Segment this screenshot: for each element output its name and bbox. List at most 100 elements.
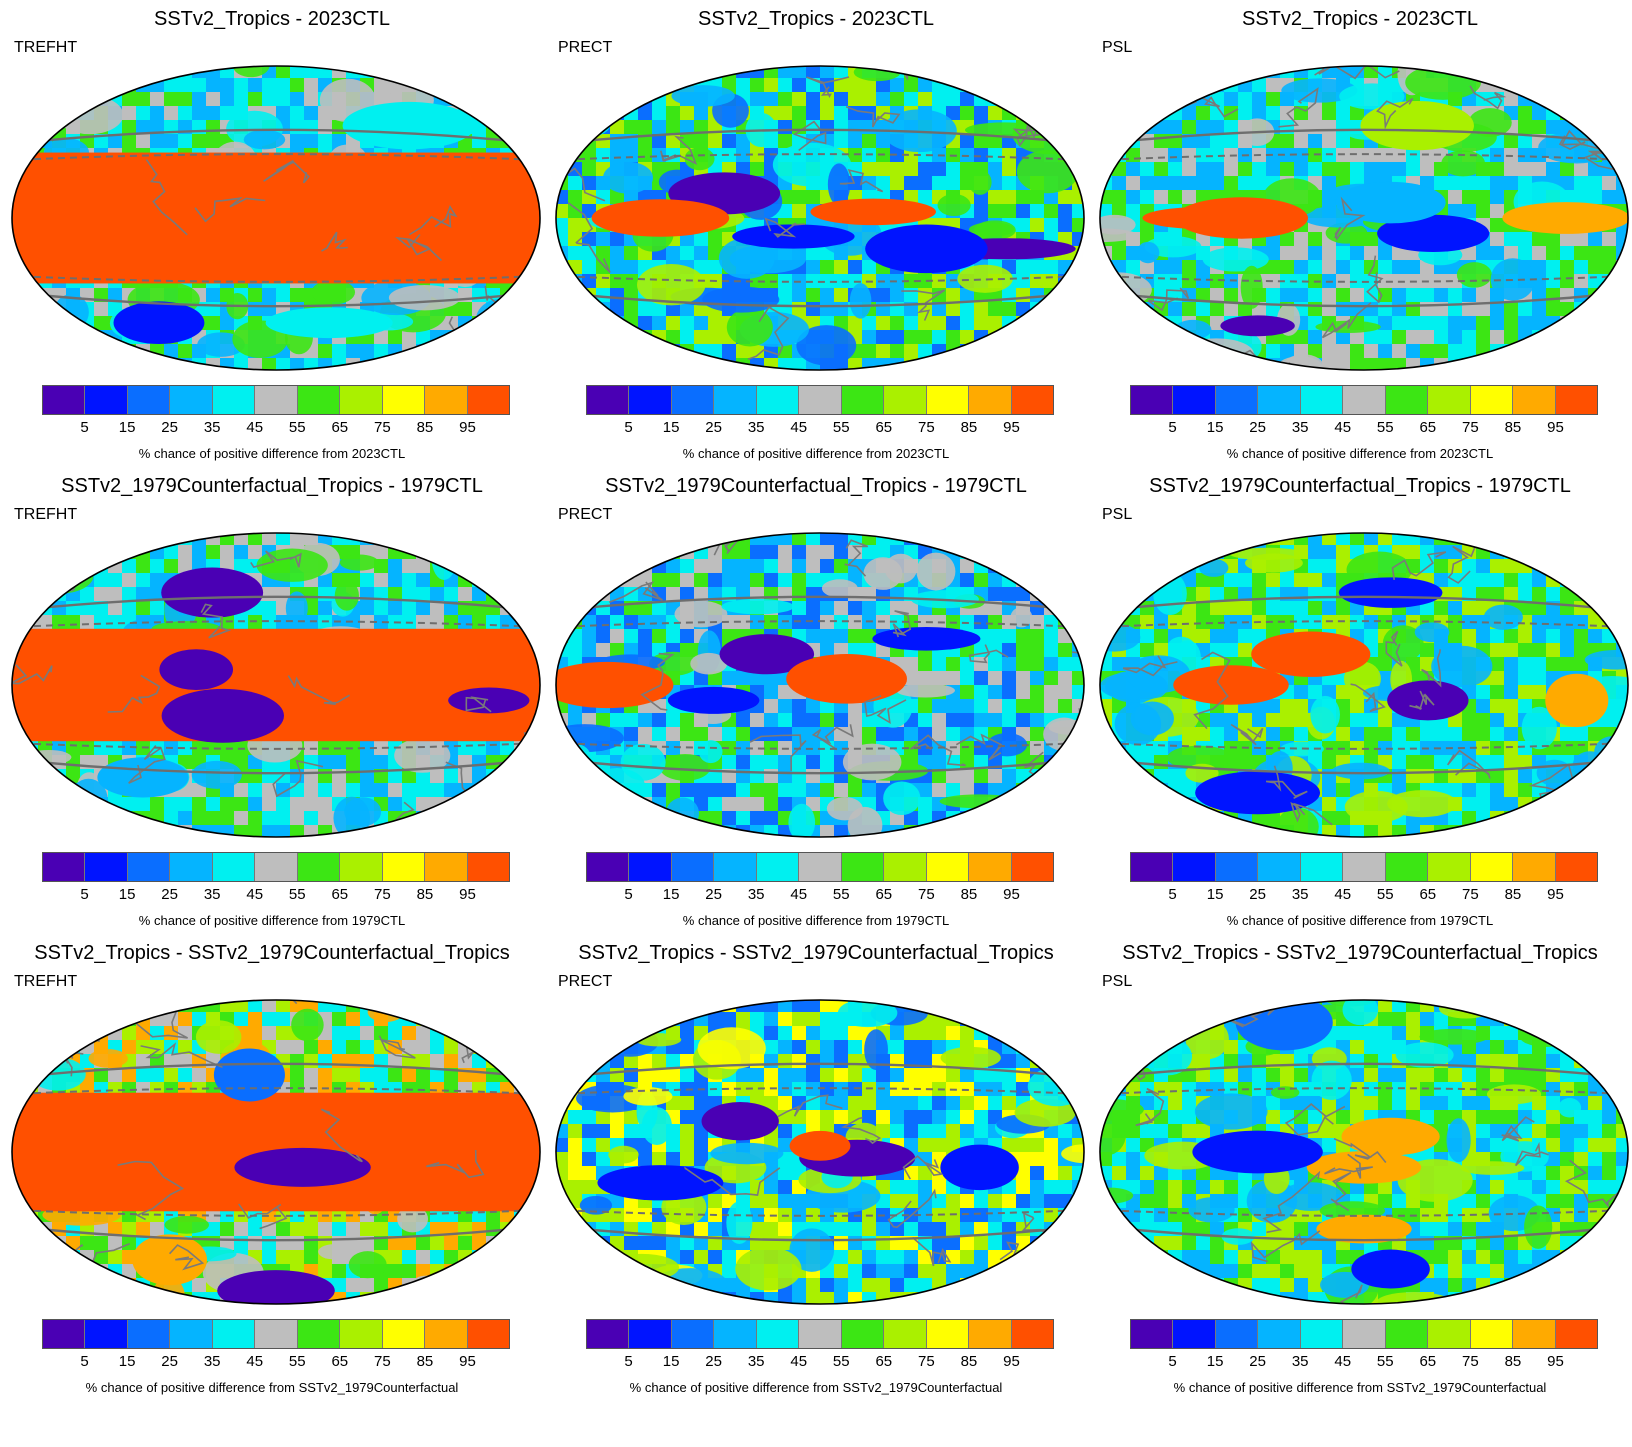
colorbar-caption: % chance of positive difference from 197…: [682, 913, 950, 928]
colorbar-ticks: 5 15 25 35 45 55 65 75 85 95: [42, 419, 510, 439]
colorbar-swatch: [340, 853, 383, 881]
colorbar-tick-label: 45: [246, 1353, 264, 1370]
colorbar-swatch: [1011, 853, 1053, 881]
colorbar-swatch: [671, 386, 715, 414]
colorbar-swatch: [1258, 1320, 1301, 1348]
colorbar-caption: % chance of positive difference from 202…: [138, 446, 406, 461]
colorbar-tick-label: 5: [1168, 419, 1177, 436]
colorbar-tick-label: 35: [1291, 886, 1309, 903]
panel-title: SSTv2_Tropics - 2023CTL: [153, 8, 390, 30]
colorbar-swatch: [1215, 853, 1259, 881]
colorbar-caption: % chance of positive difference from SST…: [629, 1380, 1003, 1395]
map-panel: SSTv2_Tropics - SSTv2_1979Counterfactual…: [544, 934, 1088, 1416]
variable-label: PRECT: [558, 506, 613, 523]
colorbar-tick-label: 75: [1462, 1353, 1479, 1370]
colorbar-tick-label: 75: [918, 419, 935, 436]
colorbar-tick-label: 25: [1249, 419, 1266, 436]
map-panel: SSTv2_Tropics - 2023CTL PRECT 5 15 25 35 45 55 6…: [544, 0, 1088, 482]
colorbar-swatch: [1343, 853, 1386, 881]
colorbar-tick-label: 65: [875, 419, 893, 436]
map-panel: SSTv2_Tropics - 2023CTL PSL 5 15 25 35 45 55 65 7…: [1088, 0, 1632, 482]
colorbar-tick-label: 25: [1249, 886, 1266, 903]
colorbar-swatch: [884, 853, 927, 881]
colorbar-tick-label: 95: [1003, 886, 1020, 903]
colorbar-swatch: [671, 853, 715, 881]
colorbar-swatch: [382, 1320, 426, 1348]
robinson-map: [1099, 65, 1629, 371]
colorbar-swatch: [382, 853, 426, 881]
map-panel: SSTv2_Tropics - 2023CTL TREFHT 5 15 25 35 45 55…: [0, 0, 544, 482]
colorbar-tick-label: 85: [1504, 419, 1522, 436]
colorbar-tick-label: 55: [288, 1353, 306, 1370]
colorbar-tick-label: 15: [662, 886, 680, 903]
colorbar-swatch: [799, 1320, 842, 1348]
robinson-map: [555, 999, 1085, 1305]
colorbar: [42, 1319, 510, 1349]
colorbar-tick-label: 85: [416, 886, 434, 903]
colorbar-tick-label: 5: [1168, 886, 1177, 903]
colorbar-tick-label: 25: [1249, 1353, 1266, 1370]
colorbar-swatch: [1513, 1320, 1556, 1348]
colorbar-tick-label: 5: [1168, 1353, 1177, 1370]
colorbar-tick-label: 75: [1462, 419, 1479, 436]
colorbar-tick-label: 45: [790, 886, 808, 903]
colorbar-swatch: [85, 1320, 128, 1348]
colorbar-caption: % chance of positive difference from SST…: [85, 1380, 459, 1395]
colorbar-swatch: [926, 386, 970, 414]
colorbar-tick-label: 25: [161, 1353, 178, 1370]
colorbar-swatch: [212, 853, 256, 881]
map-panel: SSTv2_Tropics - SSTv2_1979Counterfactual…: [1088, 934, 1632, 1416]
colorbar-swatch: [1258, 853, 1301, 881]
colorbar-swatch: [756, 853, 800, 881]
colorbar-swatch: [340, 1320, 383, 1348]
panel-title: SSTv2_Tropics - 2023CTL: [1241, 8, 1478, 30]
colorbar-swatch: [255, 853, 298, 881]
colorbar-tick-label: 55: [832, 419, 850, 436]
colorbar-swatch: [884, 386, 927, 414]
colorbar-tick-label: 75: [374, 886, 391, 903]
colorbar-swatch: [841, 386, 885, 414]
colorbar-swatch: [587, 1320, 630, 1348]
panel-title: SSTv2_Tropics - SSTv2_1979Counterfactual…: [34, 942, 510, 964]
panel-title: SSTv2_Tropics - SSTv2_1979Counterfactual…: [578, 942, 1054, 964]
colorbar-swatch: [841, 853, 885, 881]
colorbar-swatch: [212, 386, 256, 414]
colorbar-swatch: [170, 386, 213, 414]
colorbar-tick-label: 35: [203, 1353, 221, 1370]
colorbar: [586, 385, 1054, 415]
colorbar-ticks: 5 15 25 35 45 55 65 75 85 95: [586, 1353, 1054, 1373]
colorbar-ticks: 5 15 25 35 45 55 65 75 85 95: [1130, 419, 1598, 439]
colorbar-tick-label: 45: [1334, 886, 1352, 903]
colorbar-tick-label: 85: [416, 419, 434, 436]
colorbar-tick-label: 15: [1206, 1353, 1224, 1370]
colorbar: [42, 385, 510, 415]
colorbar-swatch: [1470, 1320, 1514, 1348]
colorbar-swatch: [1343, 1320, 1386, 1348]
colorbar-swatch: [382, 386, 426, 414]
colorbar-tick-label: 95: [459, 886, 476, 903]
colorbar-swatch: [587, 853, 630, 881]
colorbar-tick-label: 5: [624, 419, 633, 436]
colorbar-swatch: [1470, 386, 1514, 414]
colorbar-ticks: 5 15 25 35 45 55 65 75 85 95: [42, 1353, 510, 1373]
colorbar-swatch: [1131, 853, 1174, 881]
colorbar-swatch: [1555, 386, 1597, 414]
colorbar-swatch: [629, 386, 672, 414]
colorbar-swatch: [1385, 1320, 1429, 1348]
colorbar-ticks: 5 15 25 35 45 55 65 75 85 95: [586, 886, 1054, 906]
colorbar-tick-label: 85: [1504, 886, 1522, 903]
colorbar-swatch: [1131, 1320, 1174, 1348]
colorbar-tick-label: 65: [875, 1353, 893, 1370]
colorbar-swatch: [1011, 386, 1053, 414]
colorbar-tick-label: 15: [662, 419, 680, 436]
colorbar-swatch: [297, 386, 341, 414]
colorbar-tick-label: 75: [374, 419, 391, 436]
colorbar-tick-label: 25: [161, 419, 178, 436]
colorbar-swatch: [170, 1320, 213, 1348]
colorbar-tick-label: 55: [1376, 886, 1394, 903]
panel-title: SSTv2_1979Counterfactual_Tropics - 1979C…: [1149, 475, 1571, 497]
colorbar-tick-label: 5: [80, 419, 89, 436]
colorbar-tick-label: 25: [161, 886, 178, 903]
colorbar-swatch: [884, 1320, 927, 1348]
colorbar-swatch: [1513, 386, 1556, 414]
